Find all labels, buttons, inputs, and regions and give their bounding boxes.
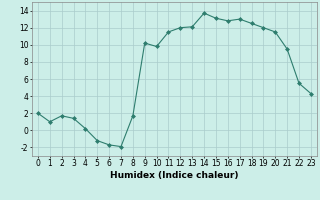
X-axis label: Humidex (Indice chaleur): Humidex (Indice chaleur) (110, 171, 239, 180)
